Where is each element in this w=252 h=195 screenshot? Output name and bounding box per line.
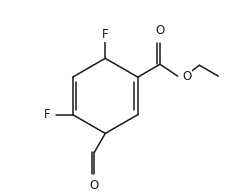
Text: O: O <box>89 179 99 192</box>
Text: O: O <box>155 24 164 37</box>
Text: F: F <box>44 108 51 121</box>
Text: O: O <box>182 70 191 83</box>
Text: F: F <box>102 28 108 41</box>
